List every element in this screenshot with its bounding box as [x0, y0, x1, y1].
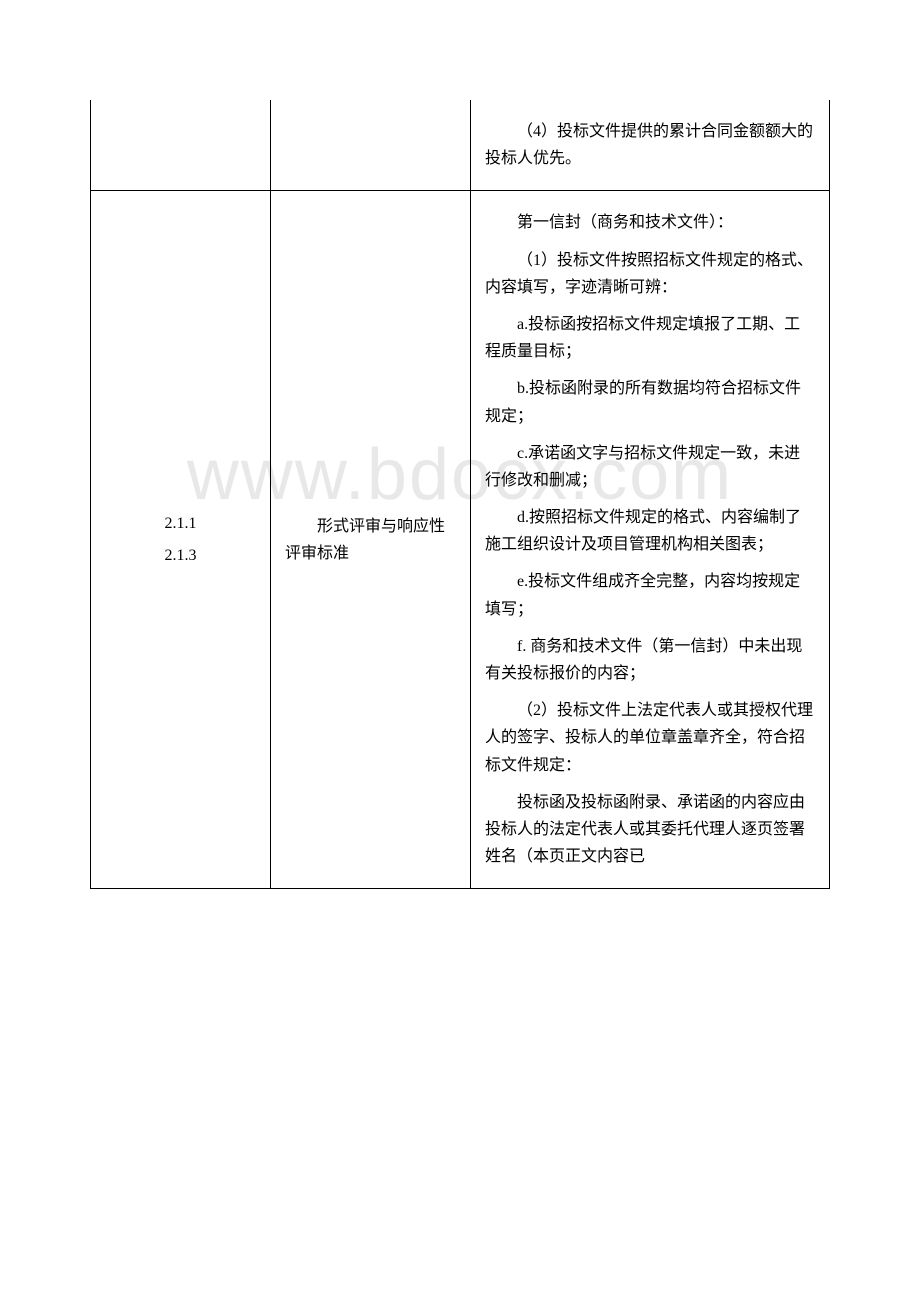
- clause-number: 2.1.3: [105, 540, 256, 572]
- criteria-paragraph: a.投标函按招标文件规定填报了工期、工程质量目标；: [485, 311, 815, 365]
- criteria-paragraph: 第一信封（商务和技术文件）：: [485, 209, 815, 236]
- cell-criteria-content: 第一信封（商务和技术文件）： （1）投标文件按照招标文件规定的格式、内容填写，字…: [471, 191, 830, 889]
- cell-criteria-content: （4）投标文件提供的累计合同金额额大的投标人优先。: [471, 100, 830, 191]
- table-row: （4）投标文件提供的累计合同金额额大的投标人优先。: [91, 100, 830, 191]
- criteria-paragraph: f. 商务和技术文件（第一信封）中未出现有关投标报价的内容；: [485, 633, 815, 687]
- criteria-paragraph: （2）投标文件上法定代表人或其授权代理人的签字、投标人的单位章盖章齐全，符合招标…: [485, 697, 815, 779]
- cell-criteria-name: 形式评审与响应性评审标准: [271, 191, 471, 889]
- criteria-name-text: 形式评审与响应性评审标准: [285, 513, 456, 567]
- criteria-paragraph: d.按照招标文件规定的格式、内容编制了施工组织设计及项目管理机构相关图表；: [485, 504, 815, 558]
- criteria-paragraph: e.投标文件组成齐全完整，内容均按规定填写；: [485, 568, 815, 622]
- table-row: 2.1.1 2.1.3 形式评审与响应性评审标准 第一信封（商务和技术文件）： …: [91, 191, 830, 889]
- cell-clause-ref-empty: [91, 100, 271, 191]
- criteria-paragraph: （1）投标文件按照招标文件规定的格式、内容填写，字迹清晰可辨：: [485, 247, 815, 301]
- evaluation-criteria-table: （4）投标文件提供的累计合同金额额大的投标人优先。 2.1.1 2.1.3 形式…: [90, 100, 830, 889]
- criteria-paragraph: 投标函及投标函附录、承诺函的内容应由投标人的法定代表人或其委托代理人逐页签署姓名…: [485, 789, 815, 871]
- clause-number: 2.1.1: [105, 508, 256, 540]
- cell-criteria-name-empty: [271, 100, 471, 191]
- cell-clause-ref: 2.1.1 2.1.3: [91, 191, 271, 889]
- criteria-paragraph: （4）投标文件提供的累计合同金额额大的投标人优先。: [485, 118, 815, 172]
- criteria-paragraph: c.承诺函文字与招标文件规定一致，未进行修改和删减；: [485, 440, 815, 494]
- criteria-paragraph: b.投标函附录的所有数据均符合招标文件规定；: [485, 375, 815, 429]
